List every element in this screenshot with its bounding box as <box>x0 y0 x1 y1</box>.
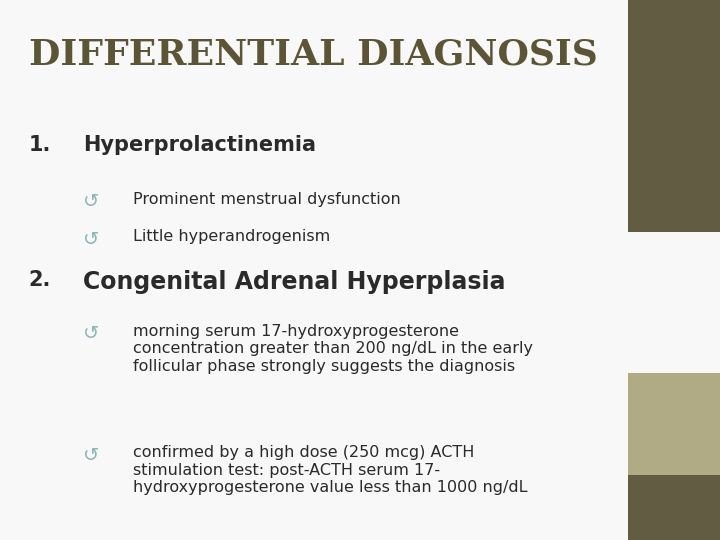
Text: ↺: ↺ <box>83 230 99 248</box>
Bar <box>628 475 720 540</box>
Text: ↺: ↺ <box>83 192 99 211</box>
Text: Congenital Adrenal Hyperplasia: Congenital Adrenal Hyperplasia <box>83 270 505 294</box>
Text: 2.: 2. <box>29 270 51 290</box>
Text: confirmed by a high dose (250 mcg) ACTH
stimulation test: post-ACTH serum 17-
hy: confirmed by a high dose (250 mcg) ACTH … <box>133 446 528 495</box>
Bar <box>628 0 720 232</box>
Text: Little hyperandrogenism: Little hyperandrogenism <box>133 230 330 245</box>
Text: morning serum 17-hydroxyprogesterone
concentration greater than 200 ng/dL in the: morning serum 17-hydroxyprogesterone con… <box>133 324 534 374</box>
Text: ↺: ↺ <box>83 324 99 343</box>
Text: DIFFERENTIAL DIAGNOSIS: DIFFERENTIAL DIAGNOSIS <box>29 38 598 72</box>
Text: 1.: 1. <box>29 135 51 155</box>
Bar <box>628 373 720 475</box>
Text: Prominent menstrual dysfunction: Prominent menstrual dysfunction <box>133 192 401 207</box>
Text: Hyperprolactinemia: Hyperprolactinemia <box>83 135 316 155</box>
Text: ↺: ↺ <box>83 446 99 464</box>
